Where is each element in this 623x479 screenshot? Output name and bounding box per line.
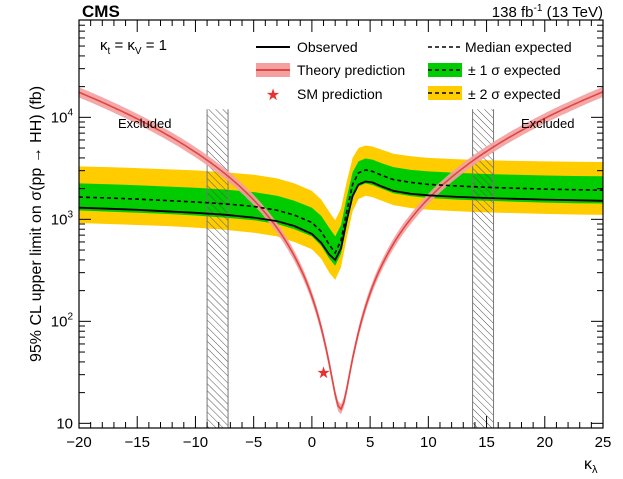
y-tick-label: 10 <box>56 415 73 432</box>
excluded-label-right: Excluded <box>521 116 574 131</box>
x-axis-label: κλ <box>584 456 598 476</box>
theory-band <box>79 86 603 415</box>
excluded-label-left: Excluded <box>118 116 171 131</box>
legend-2sigma-label: ± 2 σ expected <box>468 86 561 102</box>
y-tick-exp: 4 <box>67 107 73 118</box>
y-tick-label: 104 <box>51 107 74 126</box>
legend: Observed Median expected Theory predicti… <box>256 39 572 104</box>
x-tick-label: 25 <box>595 434 612 451</box>
legend-sm-label: SM prediction <box>297 86 383 102</box>
x-tick-label: −5 <box>245 434 262 451</box>
coupling-note: κt = κV = 1 <box>100 37 167 57</box>
median-expected-line <box>79 169 603 255</box>
theory-line <box>79 91 603 411</box>
legend-median-label: Median expected <box>465 39 572 55</box>
x-tick-label: −20 <box>66 434 91 451</box>
y-tick-base: 10 <box>56 415 73 432</box>
x-tick-label: −10 <box>183 434 208 451</box>
lumi-value: 138 fb <box>492 4 534 21</box>
y-tick-exp: 2 <box>67 311 73 322</box>
x-tick-label: 20 <box>536 434 553 451</box>
lumi-energy: (13 TeV) <box>542 4 603 21</box>
sm-prediction-star-icon: ★ <box>316 365 330 382</box>
lumi-label: 138 fb-1 (13 TeV) <box>492 3 603 21</box>
y-axis-label: 95% CL upper limit on σ(pp → HH) (fb) <box>28 86 45 362</box>
x-tick-label: 10 <box>420 434 437 451</box>
kv-symbol: κ <box>127 37 135 54</box>
one-sigma-band <box>79 158 603 266</box>
coupling-val: = 1 <box>142 37 167 54</box>
coupling-eq: = <box>110 37 127 54</box>
y-tick-exp: 3 <box>67 209 73 220</box>
x-axis-kappa: κ <box>584 456 593 473</box>
legend-sm-star-icon: ★ <box>266 87 280 104</box>
y-tick-base: 10 <box>51 211 68 228</box>
kv-sub: V <box>135 46 142 57</box>
legend-1sigma-label: ± 1 σ expected <box>468 62 561 78</box>
y-tick-base: 10 <box>51 313 68 330</box>
legend-theory-label: Theory prediction <box>297 62 405 78</box>
observed-line <box>79 180 603 262</box>
plot-area: ★ <box>79 86 603 428</box>
excluded-band-left <box>207 109 229 428</box>
x-tick-label: 15 <box>478 434 495 451</box>
y-tick-label: 102 <box>51 311 74 330</box>
kt-symbol: κ <box>100 37 108 54</box>
x-tick-label: −15 <box>124 434 149 451</box>
excluded-band-right <box>472 109 494 428</box>
experiment-label: CMS <box>82 2 120 21</box>
legend-observed-label: Observed <box>297 39 358 55</box>
y-tick-label: 103 <box>51 209 74 228</box>
y-tick-base: 10 <box>51 109 68 126</box>
x-tick-label: 0 <box>308 434 316 451</box>
x-axis-sub: λ <box>592 464 598 476</box>
lumi-exponent: -1 <box>534 3 543 14</box>
x-tick-label: 5 <box>366 434 374 451</box>
kt-sub: t <box>108 46 111 57</box>
